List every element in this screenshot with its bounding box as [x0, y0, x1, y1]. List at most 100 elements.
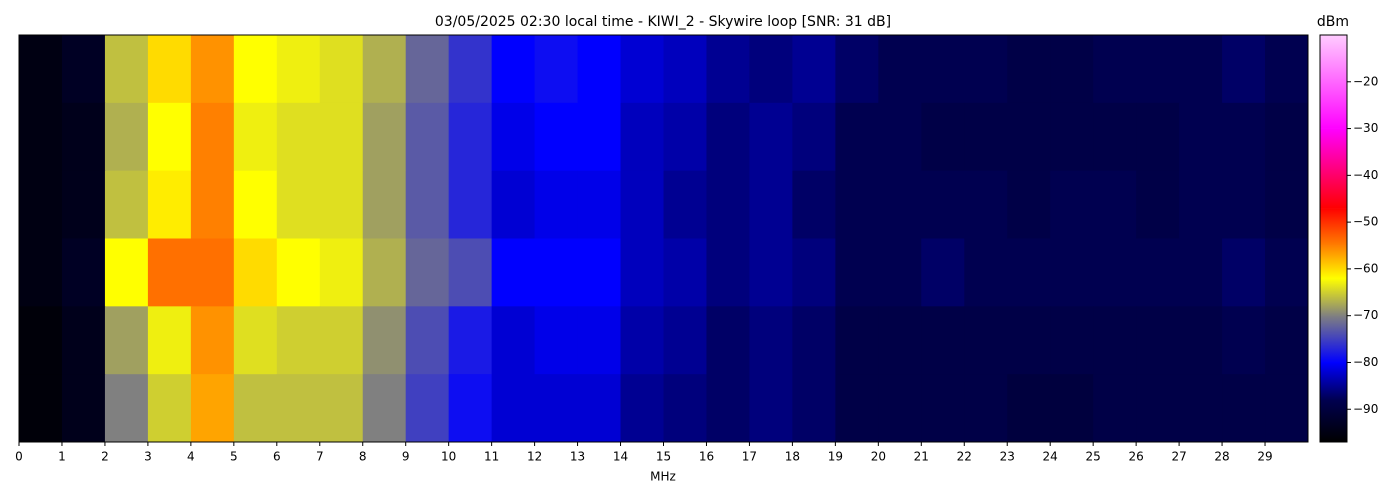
heatmap-cell	[61, 102, 106, 172]
heatmap-cell	[1265, 306, 1309, 375]
heatmap-cell	[19, 35, 63, 104]
heatmap-cell	[276, 170, 321, 239]
heatmap-cell	[491, 374, 536, 443]
heatmap-cell	[706, 374, 750, 443]
heatmap-cell	[1222, 102, 1266, 172]
heatmap-cell	[792, 306, 836, 375]
heatmap-cell	[1136, 374, 1180, 443]
heatmap-cell	[1093, 374, 1137, 443]
x-tick-label: 10	[441, 450, 456, 464]
colorbar-label: dBm	[1317, 14, 1349, 30]
heatmap-cell	[1179, 35, 1223, 104]
colorbar-segment	[1320, 245, 1347, 279]
x-axis-label: MHz	[650, 470, 676, 484]
heatmap-cell	[1222, 238, 1266, 307]
heatmap-cell	[1136, 102, 1180, 172]
heatmap-cell	[1222, 170, 1266, 239]
x-tick-label: 26	[1128, 450, 1143, 464]
heatmap-cell	[964, 374, 1008, 443]
heatmap-cell	[1179, 102, 1223, 172]
x-tick-label: 23	[1000, 450, 1015, 464]
heatmap-cell	[663, 35, 707, 104]
heatmap-cell	[448, 35, 493, 104]
heatmap-cell	[749, 35, 793, 104]
x-tick-label: 5	[230, 450, 238, 464]
colorbar-segment	[1320, 128, 1347, 209]
colorbar-tick-label: −60	[1353, 261, 1378, 275]
heatmap-cell	[577, 170, 622, 239]
heatmap-cell	[1265, 102, 1309, 172]
heatmap-cell	[1007, 170, 1051, 239]
x-tick-label: 16	[699, 450, 714, 464]
heatmap-cell	[61, 35, 106, 104]
heatmap-cell	[534, 102, 579, 172]
heatmap-cell	[147, 306, 192, 375]
heatmap-cell	[319, 374, 364, 443]
heatmap-cell	[19, 102, 63, 172]
heatmap-cell	[362, 238, 407, 307]
heatmap-cell	[835, 102, 879, 172]
heatmap-cell	[362, 306, 407, 375]
heatmap-cell	[577, 102, 622, 172]
x-tick-label: 11	[484, 450, 499, 464]
heatmap-cell	[276, 374, 321, 443]
heatmap-cell	[878, 170, 922, 239]
heatmap-cell	[491, 306, 536, 375]
heatmap-cell	[792, 374, 836, 443]
x-tick-label: 27	[1171, 450, 1186, 464]
heatmap-cell	[792, 170, 836, 239]
colorbar-tick-label: −80	[1353, 355, 1378, 369]
heatmap-cell	[1136, 306, 1180, 375]
heatmap-cell	[534, 374, 579, 443]
heatmap-cell	[964, 238, 1008, 307]
heatmap-cell	[1265, 35, 1309, 104]
x-tick-label: 13	[570, 450, 585, 464]
heatmap-cell	[448, 170, 493, 239]
heatmap-cell	[1007, 102, 1051, 172]
heatmap-cell	[663, 102, 707, 172]
heatmap-cell	[749, 306, 793, 375]
heatmap-cell	[147, 35, 192, 104]
heatmap-cell	[405, 170, 450, 239]
heatmap-cell	[190, 35, 235, 104]
heatmap-cell	[792, 238, 836, 307]
x-tick-label: 18	[785, 450, 800, 464]
heatmap-cell	[577, 35, 622, 104]
heatmap-cell	[319, 238, 364, 307]
x-tick-label: 22	[957, 450, 972, 464]
x-tick-label: 21	[914, 450, 929, 464]
x-tick-label: 8	[359, 450, 367, 464]
heatmap-cell	[620, 306, 664, 375]
heatmap-cell	[878, 238, 922, 307]
x-tick-label: 6	[273, 450, 281, 464]
heatmap-cell	[233, 306, 278, 375]
colorbar-tick-label: −30	[1353, 121, 1378, 135]
x-tick-label: 19	[828, 450, 843, 464]
heatmap-cell	[362, 102, 407, 172]
colorbar-tick-label: −70	[1353, 308, 1378, 322]
heatmap-cell	[1093, 102, 1137, 172]
heatmap-cell	[448, 102, 493, 172]
heatmap-cell	[233, 170, 278, 239]
heatmap-cell	[19, 306, 63, 375]
heatmap-cell	[835, 35, 879, 104]
heatmap-cell	[448, 374, 493, 443]
heatmap-cell	[921, 238, 965, 307]
heatmap-cell	[104, 35, 149, 104]
heatmap-cell	[1050, 102, 1094, 172]
colorbar-segment	[1320, 208, 1347, 246]
heatmap-cell	[663, 238, 707, 307]
heatmap-cell	[362, 374, 407, 443]
heatmap-cell	[534, 170, 579, 239]
heatmap-cell	[964, 102, 1008, 172]
heatmap-cell	[362, 35, 407, 104]
heatmap-cell	[706, 102, 750, 172]
heatmap-cell	[276, 102, 321, 172]
heatmap-cell	[491, 102, 536, 172]
heatmap-cell	[1050, 35, 1094, 104]
heatmap-cell	[319, 170, 364, 239]
heatmap-cell	[19, 238, 63, 307]
heatmap-cell	[405, 102, 450, 172]
heatmap-cell	[1050, 374, 1094, 443]
heatmap-cell	[1007, 35, 1051, 104]
